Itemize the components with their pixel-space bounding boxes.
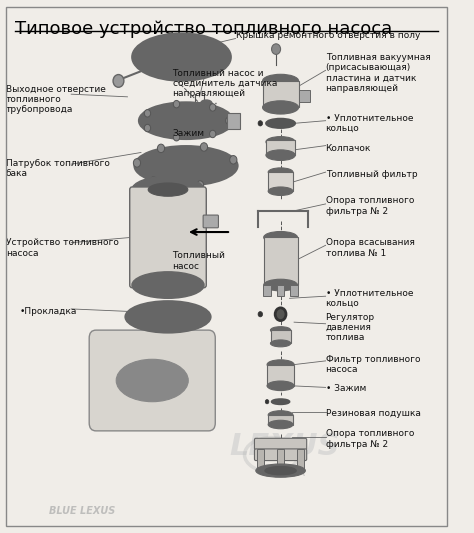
Ellipse shape [150,108,222,134]
Text: Топливный
насос: Топливный насос [173,252,225,271]
Circle shape [173,134,180,141]
Ellipse shape [264,279,298,291]
Bar [297,449,304,471]
Bar [263,81,299,108]
FancyBboxPatch shape [130,187,206,288]
Ellipse shape [268,411,293,419]
Ellipse shape [266,136,295,147]
Circle shape [210,104,216,111]
Ellipse shape [272,399,290,405]
Ellipse shape [268,420,293,429]
Bar [268,172,293,191]
Circle shape [272,44,281,54]
Bar [299,91,310,102]
Ellipse shape [268,187,293,196]
Bar [266,140,295,155]
Bar [227,113,240,128]
Text: Патрубок топливного
бака: Патрубок топливного бака [6,159,110,178]
Text: Зажим: Зажим [173,130,205,139]
Bar [264,285,271,296]
Ellipse shape [266,118,295,128]
Text: • Уплотнительное
кольцо: • Уплотнительное кольцо [326,288,413,308]
Circle shape [226,117,232,124]
Circle shape [210,130,216,138]
Ellipse shape [271,340,291,347]
Ellipse shape [256,464,305,477]
Ellipse shape [265,466,296,475]
Ellipse shape [130,367,175,394]
Ellipse shape [132,272,204,298]
Ellipse shape [125,301,211,333]
Text: Опора топливного
фильтра № 2: Опора топливного фильтра № 2 [326,196,414,216]
Ellipse shape [268,168,293,176]
Bar [257,449,264,471]
Text: Выходное отверстие
топливного
трубопровода: Выходное отверстие топливного трубопрово… [6,85,106,115]
Bar [268,415,293,424]
Circle shape [133,159,141,167]
Circle shape [150,177,157,185]
FancyBboxPatch shape [203,215,219,228]
Bar [271,330,291,343]
Text: Резиновая подушка: Резиновая подушка [326,409,420,418]
Ellipse shape [263,74,299,87]
Text: Типовое устройство топливного насоса: Типовое устройство топливного насоса [15,20,392,38]
Text: Регулятор
давления
топлива: Регулятор давления топлива [326,312,375,342]
Ellipse shape [134,146,238,185]
Ellipse shape [148,183,188,196]
Text: BLUE LEXUS: BLUE LEXUS [49,506,116,516]
Text: Колпачок: Колпачок [326,144,371,154]
Ellipse shape [201,100,212,107]
Circle shape [157,144,164,152]
Circle shape [258,120,263,126]
Ellipse shape [116,359,188,402]
Text: • Уплотнительное
кольцо: • Уплотнительное кольцо [326,114,413,133]
Text: Топливный фильтр: Топливный фильтр [326,169,417,179]
Ellipse shape [164,43,209,71]
Circle shape [113,75,124,87]
Text: Топливная вакуумная
(присасывающая)
пластина и датчик
направляющей: Топливная вакуумная (присасывающая) плас… [326,53,430,93]
Text: LEXUS: LEXUS [230,432,340,461]
Circle shape [275,308,286,320]
Bar [277,449,284,471]
Circle shape [196,181,204,189]
Bar [277,285,284,296]
Circle shape [144,110,151,117]
Circle shape [201,143,208,151]
Ellipse shape [267,381,294,391]
Ellipse shape [272,120,290,126]
Text: • Зажим: • Зажим [326,384,366,393]
Bar [267,365,294,386]
Circle shape [173,100,180,108]
Ellipse shape [266,150,295,160]
Bar [291,285,298,296]
Circle shape [230,156,237,164]
FancyBboxPatch shape [89,330,215,431]
Text: •Прокладка: •Прокладка [19,307,77,316]
Ellipse shape [143,150,229,181]
Text: Опора всасывания
топлива № 1: Опора всасывания топлива № 1 [326,238,414,257]
Ellipse shape [132,33,231,81]
Text: Фильтр топливного
насоса: Фильтр топливного насоса [326,355,420,374]
Text: Опора топливного
фильтра № 2: Опора топливного фильтра № 2 [326,429,414,449]
Ellipse shape [139,102,233,139]
Ellipse shape [132,176,204,203]
FancyBboxPatch shape [255,438,307,450]
Text: Устройство топливного
насоса: Устройство топливного насоса [6,238,119,257]
Ellipse shape [137,306,200,328]
Circle shape [144,124,151,132]
Ellipse shape [155,154,218,177]
Text: RUSSIA: RUSSIA [264,469,306,478]
Text: Крышка ремонтного отверстия в полу: Крышка ремонтного отверстия в полу [236,31,420,41]
Ellipse shape [264,231,298,243]
Ellipse shape [263,101,299,114]
Circle shape [265,400,269,404]
Ellipse shape [267,360,294,369]
FancyBboxPatch shape [255,449,307,461]
Circle shape [258,312,263,317]
Bar [264,237,298,285]
Text: Топливный насос и
соединитель датчика
направляющей: Топливный насос и соединитель датчика на… [173,69,277,99]
Ellipse shape [271,327,291,334]
